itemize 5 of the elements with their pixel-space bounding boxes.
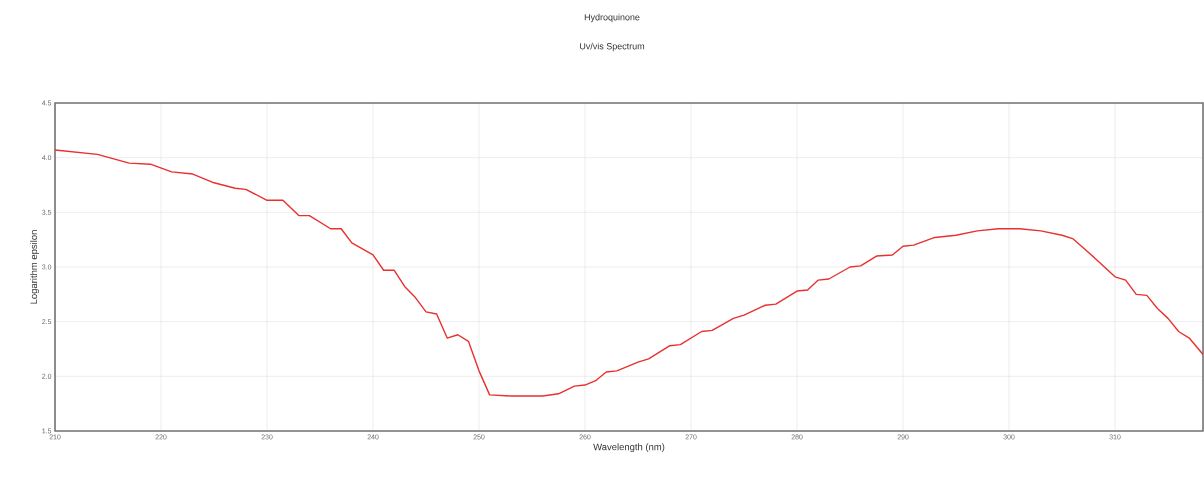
y-axis-title: Logarithm epsilon <box>30 230 39 304</box>
chart-subtitle: Uv/vis Spectrum <box>580 42 645 52</box>
chart-title: Hydroquinone <box>584 13 640 23</box>
x-axis-title: Wavelength (nm) <box>593 443 665 453</box>
line-series <box>55 149 1204 397</box>
